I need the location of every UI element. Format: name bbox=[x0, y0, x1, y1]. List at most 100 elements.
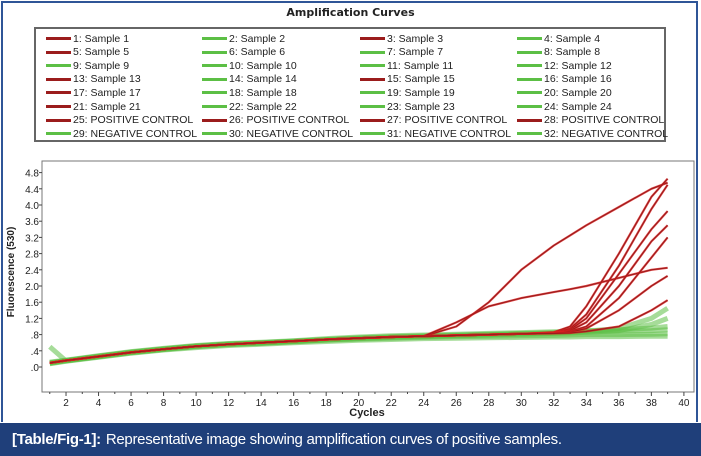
legend-entry: 22: Sample 22 bbox=[202, 100, 297, 113]
y-tick-label: .0 bbox=[31, 363, 40, 374]
legend-entry: 10: Sample 10 bbox=[202, 59, 297, 72]
y-tick-label: 1.6 bbox=[25, 298, 39, 309]
legend-label: 27: POSITIVE CONTROL bbox=[387, 114, 508, 127]
legend-label: 8: Sample 8 bbox=[544, 46, 601, 59]
legend-label: 28: POSITIVE CONTROL bbox=[544, 114, 665, 127]
legend-label: 17: Sample 17 bbox=[73, 86, 141, 99]
legend-label: 21: Sample 21 bbox=[73, 100, 141, 113]
legend-label: 2: Sample 2 bbox=[229, 32, 286, 45]
legend-label: 29: NEGATIVE CONTROL bbox=[73, 127, 198, 140]
legend-entry: 21: Sample 21 bbox=[46, 100, 141, 113]
legend-swatch bbox=[46, 64, 71, 68]
legend-entry: 2: Sample 2 bbox=[202, 32, 285, 45]
legend-entry: 13: Sample 13 bbox=[46, 73, 141, 86]
legend-label: 18: Sample 18 bbox=[229, 86, 297, 99]
legend-entry: 5: Sample 5 bbox=[46, 46, 129, 59]
legend-label: 23: Sample 23 bbox=[387, 100, 455, 113]
y-tick-label: 4.0 bbox=[25, 201, 39, 212]
legend-label: 7: Sample 7 bbox=[387, 46, 444, 59]
x-tick-label: 30 bbox=[516, 398, 528, 409]
legend-entry: 31: NEGATIVE CONTROL bbox=[360, 127, 511, 140]
caption-label: [Table/Fig-1]: bbox=[12, 431, 101, 448]
legend-swatch bbox=[360, 132, 385, 136]
legend-entry: 11: Sample 11 bbox=[360, 59, 453, 72]
x-tick-label: 18 bbox=[321, 398, 333, 409]
x-tick-label: 34 bbox=[581, 398, 593, 409]
legend-entry: 28: POSITIVE CONTROL bbox=[517, 114, 664, 127]
legend-entry: 30: NEGATIVE CONTROL bbox=[202, 127, 353, 140]
legend-entry: 7: Sample 7 bbox=[360, 46, 443, 59]
legend-entry: 1: Sample 1 bbox=[46, 32, 129, 45]
legend-entry: 18: Sample 18 bbox=[202, 86, 297, 99]
legend-entry: 15: Sample 15 bbox=[360, 73, 455, 86]
x-tick-label: 40 bbox=[678, 398, 690, 409]
x-tick-label: 32 bbox=[548, 398, 560, 409]
figure-caption: [Table/Fig-1]: Representative image showi… bbox=[0, 423, 701, 456]
legend-label: 22: Sample 22 bbox=[229, 100, 297, 113]
y-tick-label: 2.8 bbox=[25, 250, 39, 261]
amplification-plot: 4.84.44.03.63.22.82.42.01.61.2.8.4.02 4 6 8… bbox=[6, 160, 695, 419]
y-tick-label: 3.2 bbox=[25, 233, 39, 244]
legend-entry: 17: Sample 17 bbox=[46, 86, 141, 99]
legend-label: 26: POSITIVE CONTROL bbox=[229, 114, 350, 127]
legend-label: 9: Sample 9 bbox=[73, 59, 130, 72]
x-tick-label: 14 bbox=[256, 398, 268, 409]
legend-swatch bbox=[202, 77, 227, 81]
legend-label: 15: Sample 15 bbox=[387, 73, 455, 86]
legend-entry: 20: Sample 20 bbox=[517, 86, 612, 99]
legend-swatch bbox=[517, 37, 542, 40]
legend-entry: 25: POSITIVE CONTROL bbox=[46, 114, 193, 127]
plot-area bbox=[41, 160, 695, 393]
legend-label: 1: Sample 1 bbox=[73, 32, 130, 45]
legend-swatch bbox=[360, 91, 385, 95]
legend-entry: 32: NEGATIVE CONTROL bbox=[517, 127, 668, 140]
legend-swatch bbox=[46, 50, 71, 54]
legend-label: 25: POSITIVE CONTROL bbox=[73, 114, 194, 127]
caption-text: Representative image showing amplificati… bbox=[105, 431, 562, 448]
legend-label: 14: Sample 14 bbox=[229, 73, 297, 86]
legend-swatch bbox=[46, 118, 71, 122]
legend: 1: Sample 1 2: Sample 2 3: Sample 3 4: Samp… bbox=[34, 27, 668, 142]
legend-label: 5: Sample 5 bbox=[73, 46, 130, 59]
legend-label: 16: Sample 16 bbox=[544, 73, 612, 86]
legend-entry: 29: NEGATIVE CONTROL bbox=[46, 127, 197, 140]
x-tick-label: 20 bbox=[353, 398, 365, 409]
x-tick-label: 26 bbox=[451, 398, 463, 409]
legend-label: 13: Sample 13 bbox=[73, 73, 141, 86]
legend-swatch bbox=[360, 37, 385, 40]
x-tick-label: 36 bbox=[613, 398, 625, 409]
legend-swatch bbox=[517, 50, 542, 54]
y-tick-label: 4.4 bbox=[25, 185, 39, 196]
legend-swatch bbox=[202, 64, 227, 68]
legend-swatch bbox=[517, 132, 542, 136]
y-tick-label: 1.2 bbox=[25, 314, 39, 325]
x-tick-label: 24 bbox=[418, 398, 430, 409]
x-tick-label: 2 bbox=[63, 398, 69, 409]
y-tick-label: 2.4 bbox=[25, 266, 39, 277]
legend-label: 11: Sample 11 bbox=[387, 59, 454, 72]
y-tick-label: 2.0 bbox=[25, 282, 39, 293]
legend-swatch bbox=[360, 105, 385, 108]
legend-swatch bbox=[517, 118, 542, 122]
legend-label: 31: NEGATIVE CONTROL bbox=[387, 127, 512, 140]
legend-label: 10: Sample 10 bbox=[229, 59, 297, 72]
y-tick-label: .8 bbox=[31, 331, 40, 342]
legend-label: 30: NEGATIVE CONTROL bbox=[229, 127, 354, 140]
legend-swatch bbox=[202, 132, 227, 136]
legend-entry: 14: Sample 14 bbox=[202, 73, 297, 86]
legend-entry: 26: POSITIVE CONTROL bbox=[202, 114, 349, 127]
legend-swatch bbox=[202, 105, 227, 108]
legend-label: 3: Sample 3 bbox=[387, 32, 444, 45]
chart-title: Amplification Curves bbox=[286, 6, 415, 19]
legend-entry: 12: Sample 12 bbox=[517, 59, 612, 72]
legend-swatch bbox=[517, 105, 542, 108]
legend-label: 19: Sample 19 bbox=[387, 86, 455, 99]
legend-swatch bbox=[360, 50, 385, 54]
y-tick-label: .4 bbox=[31, 347, 40, 358]
series-line-positive-i bbox=[49, 299, 668, 364]
legend-swatch bbox=[202, 50, 227, 54]
x-tick-label: 16 bbox=[288, 398, 300, 409]
legend-label: 12: Sample 12 bbox=[544, 59, 612, 72]
y-tick-label: 3.6 bbox=[25, 217, 39, 228]
legend-entry: 8: Sample 8 bbox=[517, 46, 600, 59]
